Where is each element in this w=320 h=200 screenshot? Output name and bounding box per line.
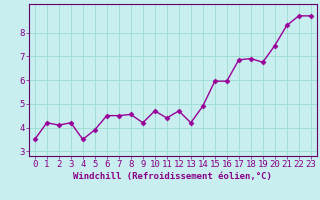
X-axis label: Windchill (Refroidissement éolien,°C): Windchill (Refroidissement éolien,°C)	[73, 172, 272, 181]
